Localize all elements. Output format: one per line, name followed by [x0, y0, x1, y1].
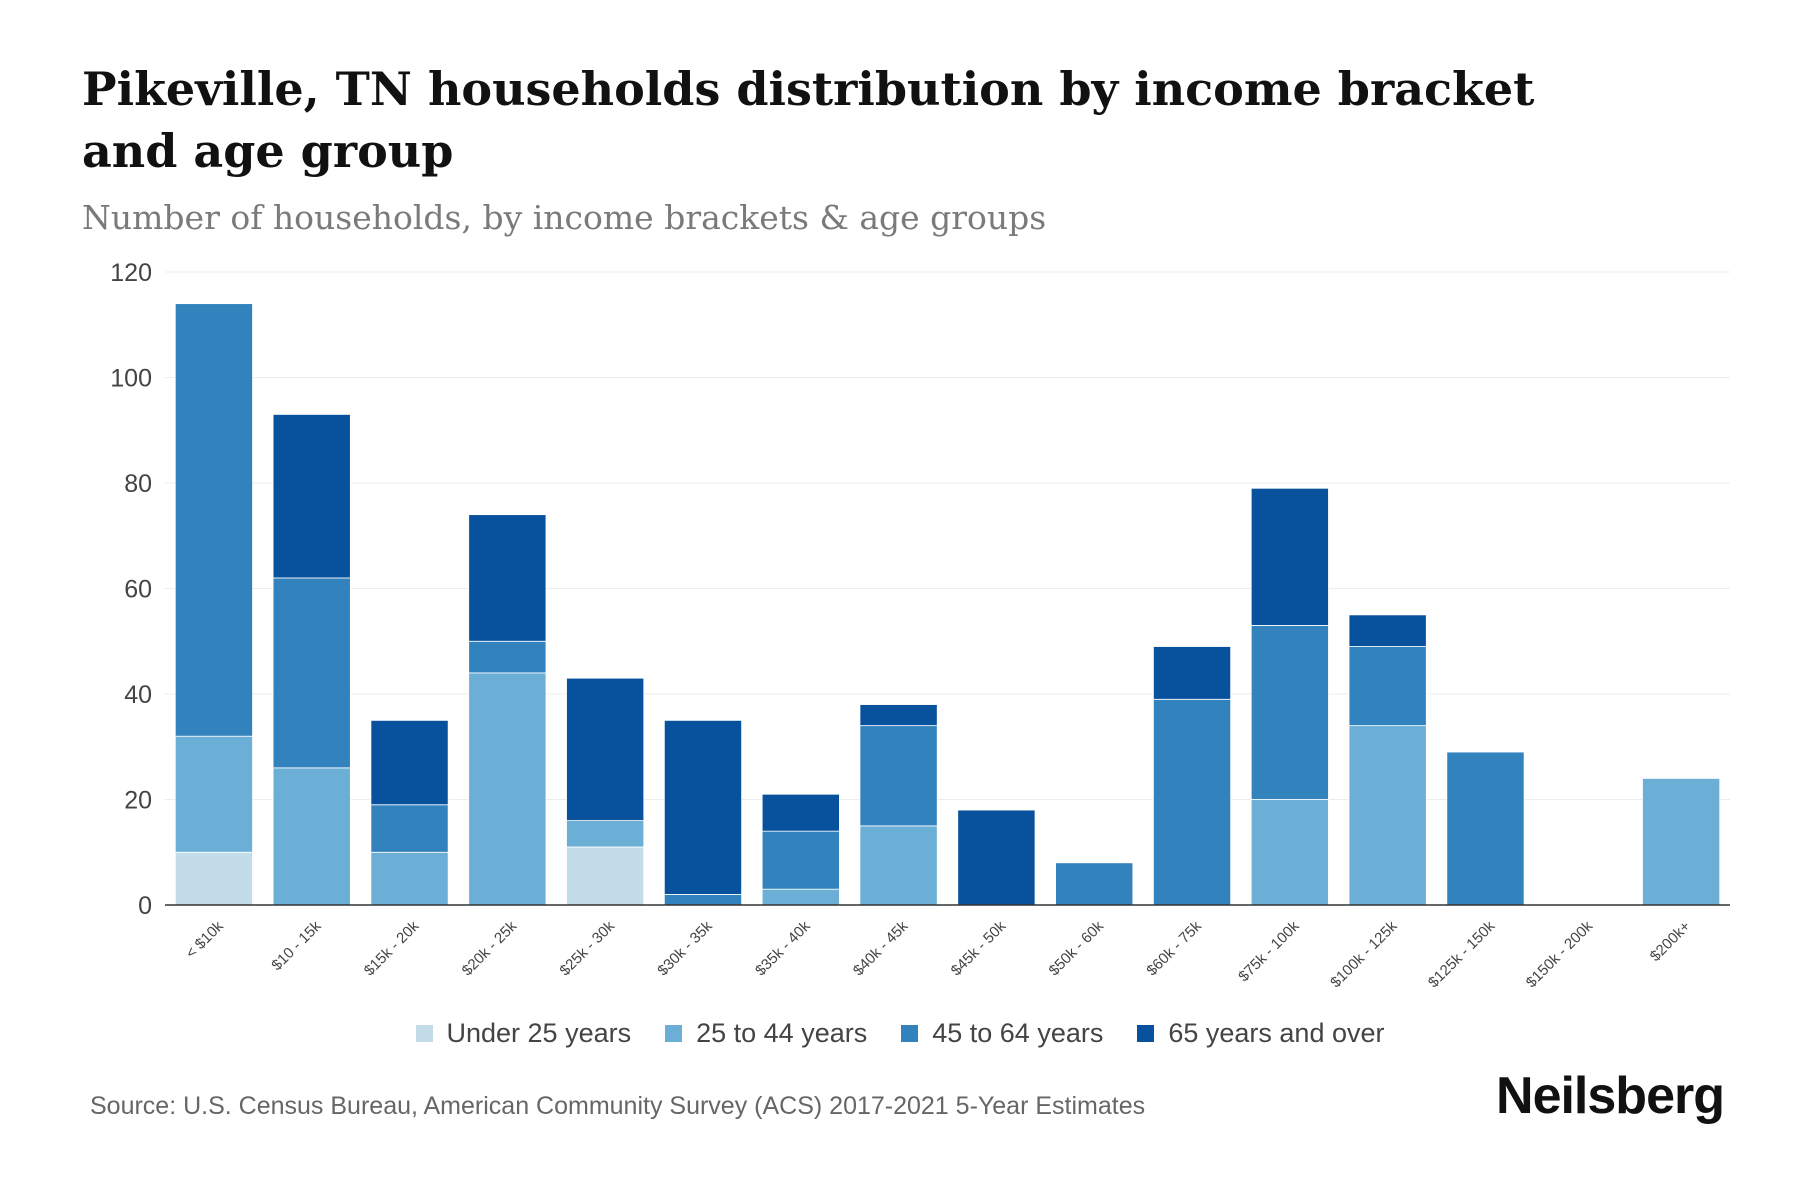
x-tick-label: $15k - 20k — [361, 917, 423, 979]
x-tick-label: $200k+ — [1647, 918, 1694, 965]
bars — [174, 303, 1721, 906]
legend-swatch — [901, 1025, 919, 1042]
bar-segment — [761, 793, 840, 832]
x-tick-label: $30k - 35k — [654, 917, 716, 979]
bar-segment — [1152, 698, 1232, 906]
bar-segment — [1152, 646, 1232, 700]
x-tick-label: $20k - 25k — [459, 917, 521, 979]
bar-segment — [1250, 487, 1329, 626]
bar-segment — [761, 830, 840, 890]
bar-segment — [272, 767, 351, 906]
bar-segment — [859, 704, 938, 727]
chart-legend: Under 25 years 25 to 44 years 45 to 64 yea… — [0, 1018, 1800, 1049]
bar-segment — [1348, 614, 1427, 647]
legend-label: 65 years and over — [1168, 1018, 1385, 1048]
bar-segment — [370, 851, 449, 906]
chart-title: Pikeville, TN households distribution by… — [82, 62, 1535, 178]
bar-segment — [468, 514, 547, 642]
x-tick-label: $45k - 50k — [948, 917, 1010, 979]
bar-segment — [1348, 646, 1427, 727]
legend-item: 25 to 44 years — [665, 1018, 867, 1049]
bar-segment — [957, 809, 1036, 906]
x-tick-label: $100k - 125k — [1327, 917, 1401, 991]
bar-segment — [663, 894, 743, 906]
x-axis-ticks: < $10k $10 - 15k $15k - 20k $20k - 25k $25k … — [183, 917, 1695, 991]
bar-segment — [174, 735, 253, 853]
bar-segment — [1446, 751, 1525, 906]
y-tick-label: 0 — [138, 892, 152, 920]
x-tick-label: $35k - 40k — [752, 917, 814, 979]
bar-segment — [566, 846, 645, 906]
legend-item: 65 years and over — [1137, 1018, 1385, 1049]
bar-segment — [370, 719, 449, 806]
bar-segment — [663, 719, 743, 895]
bar-segment — [761, 888, 840, 906]
brand-logo: Neilsberg — [1496, 1067, 1725, 1125]
x-tick-label: $125k - 150k — [1425, 917, 1499, 991]
bar-segment — [566, 820, 645, 848]
y-tick-label: 60 — [124, 576, 152, 604]
bar-segment — [1348, 725, 1427, 906]
y-tick-label: 80 — [124, 470, 152, 498]
y-tick-label: 40 — [124, 681, 152, 709]
x-tick-label: $25k - 30k — [556, 917, 618, 979]
bar-segment — [468, 640, 547, 674]
bar-segment — [1055, 862, 1134, 906]
x-tick-label: $50k - 60k — [1045, 917, 1107, 979]
x-tick-label: $150k - 200k — [1523, 917, 1597, 991]
bar-segment — [1250, 799, 1329, 906]
y-tick-label: 20 — [124, 787, 152, 815]
bar-segment — [272, 414, 351, 579]
bar-segment — [859, 725, 938, 827]
x-tick-label: $60k - 75k — [1143, 917, 1205, 979]
x-tick-label: $40k - 45k — [850, 917, 912, 979]
legend-swatch — [1137, 1025, 1155, 1042]
bar-segment — [468, 672, 547, 906]
chart-subtitle: Number of households, by income brackets… — [82, 198, 1047, 237]
legend-swatch — [415, 1025, 433, 1042]
legend-swatch — [665, 1025, 683, 1042]
legend-label: 25 to 44 years — [696, 1018, 868, 1048]
x-tick-label: < $10k — [183, 917, 228, 962]
stacked-bar-chart: 0 20 40 60 80 100 120 < $10k $10 - 15k $15k - 20… — [110, 259, 1730, 991]
bar-segment — [859, 825, 938, 906]
legend-label: Under 25 years — [446, 1018, 632, 1048]
y-tick-label: 120 — [110, 259, 152, 287]
legend-item: 45 to 64 years — [901, 1018, 1103, 1049]
bar-segment — [174, 851, 253, 906]
bar-segment — [272, 577, 351, 769]
x-tick-label: $75k - 100k — [1235, 917, 1303, 985]
legend-label: 45 to 64 years — [932, 1018, 1104, 1048]
bar-segment — [1250, 625, 1329, 800]
bar-segment — [1642, 778, 1721, 906]
y-axis-ticks: 0 20 40 60 80 100 120 — [110, 259, 152, 920]
x-tick-label: $10 - 15k — [268, 917, 325, 974]
legend-item: Under 25 years — [415, 1018, 632, 1049]
bar-segment — [370, 804, 449, 853]
source-note: Source: U.S. Census Bureau, American Com… — [90, 1092, 1146, 1120]
bar-segment — [566, 677, 645, 821]
y-tick-label: 100 — [110, 365, 152, 393]
bar-segment — [174, 303, 253, 737]
